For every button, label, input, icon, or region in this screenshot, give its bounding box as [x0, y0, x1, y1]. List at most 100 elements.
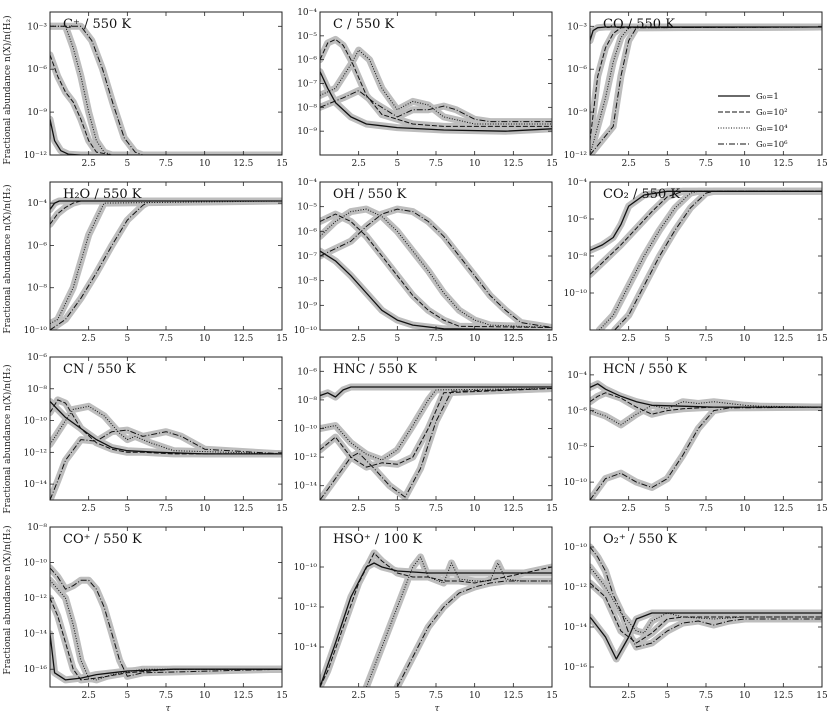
series-line-2 [320, 213, 552, 328]
y-tick-label: 10⁻⁵ [297, 32, 317, 42]
series-line-1 [50, 401, 282, 455]
series-group [590, 26, 822, 155]
x-tick-label: 15 [546, 159, 558, 169]
band-group [320, 205, 552, 330]
x-tick-label: 7.5 [699, 504, 714, 514]
x-tick-label: 12.5 [773, 159, 793, 169]
band-group [50, 197, 282, 330]
x-tick-label: 10 [739, 504, 751, 514]
series-line-3 [50, 200, 282, 325]
x-tick-label: 7.5 [429, 159, 444, 169]
x-tick-label: 7.5 [159, 159, 174, 169]
series-line-1 [590, 26, 822, 41]
y-tick-label: 10⁻¹⁰ [294, 425, 318, 435]
series-line-4 [614, 190, 822, 330]
legend-item-1: G₀=1 [718, 92, 779, 102]
x-tick-label: 5 [664, 159, 670, 169]
panel-12: 2.5 5 7.5 10 12.5 15 10⁻¹⁰ 10⁻¹² 10⁻¹⁴ 10⁻¹⁶ O₂⁺ /… [564, 526, 828, 701]
x-tick-label: 2.5 [82, 334, 97, 344]
x-tick-label: 10 [469, 691, 481, 701]
series-line-4 [320, 90, 552, 123]
x-tick-label: 15 [276, 691, 288, 701]
y-tick-label: 10⁻⁶ [567, 215, 587, 225]
y-tick-label: 10⁻⁸ [297, 396, 317, 406]
panel-1: 2.5 5 7.5 10 12.5 15 10⁻³ 10⁻⁶ 10⁻⁹ 10⁻¹² C⁺ / 550… [24, 11, 288, 169]
series-line-1 [320, 562, 552, 687]
x-tick-label: 12.5 [233, 334, 253, 344]
band-group [50, 564, 282, 684]
series-line-2 [590, 392, 822, 415]
x-tick-label: 15 [276, 334, 288, 344]
series-group [50, 25, 282, 155]
band-group [320, 35, 552, 135]
x-tick-label: 5 [124, 691, 130, 701]
y-tick-label: 10⁻⁶ [27, 353, 47, 363]
y-tick-label: 10⁻⁹ [297, 301, 317, 311]
x-tick-label: 2.5 [352, 334, 367, 344]
series-line-2 [320, 552, 552, 687]
y-tick-label: 10⁻¹⁰ [24, 559, 48, 569]
series-line-4 [590, 406, 822, 500]
y-tick-label: 10⁻⁸ [27, 385, 47, 395]
y-tick-label: 10⁻¹² [294, 453, 318, 463]
series-line-4 [50, 429, 282, 500]
y-tick-label: 10⁻⁷ [297, 80, 317, 90]
x-tick-label: 5 [664, 334, 670, 344]
y-tick-label: 10⁻⁸ [27, 284, 47, 294]
x-axis-label-col-2: τ [435, 704, 441, 714]
series-band-4 [611, 187, 822, 330]
series-band-4 [393, 577, 552, 687]
series-group [590, 546, 822, 660]
x-tick-label: 12.5 [503, 159, 523, 169]
y-tick-label: 10⁻⁶ [27, 241, 47, 251]
y-tick-label: 10⁻¹² [564, 583, 588, 593]
x-tick-label: 7.5 [429, 504, 444, 514]
y-tick-label: 10⁻¹² [294, 603, 318, 613]
series-line-3 [50, 25, 282, 155]
series-band-3 [50, 576, 282, 684]
x-tick-label: 5 [664, 691, 670, 701]
series-band-4 [590, 543, 822, 651]
x-tick-label: 15 [816, 504, 828, 514]
x-axis-label-col-3: τ [705, 704, 711, 714]
band-group [320, 383, 552, 500]
series-line-2 [590, 26, 822, 141]
series-band-3 [320, 46, 552, 128]
band-group [590, 23, 822, 155]
y-axis-label-row-1: Fractional abundance n(X)/n(H₂) [2, 15, 13, 164]
panel-10: 2.5 5 7.5 10 12.5 15 10⁻⁸ 10⁻¹⁰ 10⁻¹² 10⁻¹⁴ 10⁻¹⁶ C… [24, 523, 288, 701]
x-tick-label: 2.5 [622, 159, 637, 169]
legend-item-4: G₀=10⁶ [718, 140, 788, 150]
series-group [50, 399, 282, 500]
series-group [320, 386, 552, 500]
plot-frame [589, 526, 823, 688]
x-tick-label: 12.5 [233, 691, 253, 701]
panel-title: C⁺ / 550 K [63, 17, 131, 32]
x-tick-label: 2.5 [352, 691, 367, 701]
x-tick-label: 2.5 [622, 691, 637, 701]
y-tick-label: 10⁻⁹ [297, 127, 317, 137]
series-line-4 [50, 200, 282, 330]
y-axis-label-row-3: Fractional abundance n(X)/n(H₂) [2, 364, 13, 513]
series-line-1 [320, 386, 552, 398]
y-tick-label: 10⁻⁹ [567, 108, 587, 118]
y-tick-label: 10⁻⁸ [567, 252, 587, 262]
x-tick-label: 7.5 [699, 159, 714, 169]
series-line-4 [320, 388, 552, 500]
y-tick-label: 10⁻⁹ [27, 108, 47, 118]
series-band-4 [50, 197, 282, 330]
panels-group: 2.5 5 7.5 10 12.5 15 10⁻³ 10⁻⁶ 10⁻⁹ 10⁻¹² C⁺ / 550… [24, 8, 828, 701]
y-tick-label: 10⁻¹⁰ [564, 543, 588, 553]
panel-title: O₂⁺ / 550 K [603, 532, 677, 547]
x-tick-label: 7.5 [159, 504, 174, 514]
y-tick-label: 10⁻¹⁴ [24, 480, 48, 490]
x-tick-label: 7.5 [159, 691, 174, 701]
y-axis-label-row-4: Fractional abundance n(X)/n(H₂) [2, 525, 13, 674]
legend-label: G₀=10⁶ [756, 140, 788, 150]
x-tick-label: 10 [739, 691, 751, 701]
y-tick-label: 10⁻⁶ [297, 227, 317, 237]
series-line-1 [50, 633, 282, 681]
x-tick-label: 7.5 [699, 691, 714, 701]
x-tick-label: 7.5 [429, 334, 444, 344]
y-tick-label: 10⁻¹⁴ [24, 630, 48, 640]
